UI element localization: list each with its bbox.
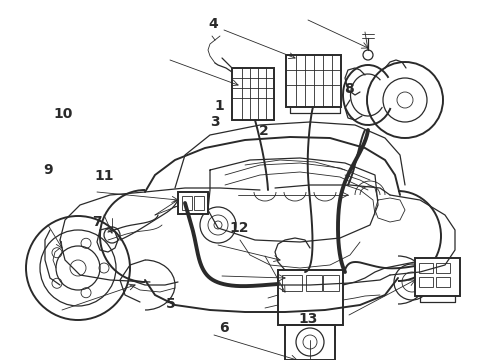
Bar <box>232 68 274 120</box>
Bar <box>323 275 339 291</box>
Bar <box>306 275 322 291</box>
Bar <box>419 277 433 287</box>
Text: 4: 4 <box>208 18 218 31</box>
Bar <box>182 196 192 210</box>
Bar <box>285 325 335 360</box>
Text: 6: 6 <box>220 321 229 335</box>
Text: 3: 3 <box>210 116 220 129</box>
Bar <box>286 55 341 107</box>
Text: 1: 1 <box>215 99 224 113</box>
Text: 12: 12 <box>229 221 249 234</box>
Text: 10: 10 <box>53 108 73 121</box>
Bar <box>278 270 343 325</box>
Bar <box>436 277 450 287</box>
Bar <box>419 263 433 273</box>
Bar <box>282 275 302 291</box>
Text: 5: 5 <box>166 297 175 311</box>
Bar <box>415 258 460 296</box>
Text: 7: 7 <box>92 216 102 229</box>
Text: 2: 2 <box>259 125 269 138</box>
Bar <box>436 263 450 273</box>
Text: 11: 11 <box>94 169 114 183</box>
Bar <box>178 192 208 214</box>
Text: 9: 9 <box>43 163 53 177</box>
Text: 13: 13 <box>298 312 318 325</box>
Text: 8: 8 <box>344 82 354 96</box>
Bar <box>194 196 204 210</box>
